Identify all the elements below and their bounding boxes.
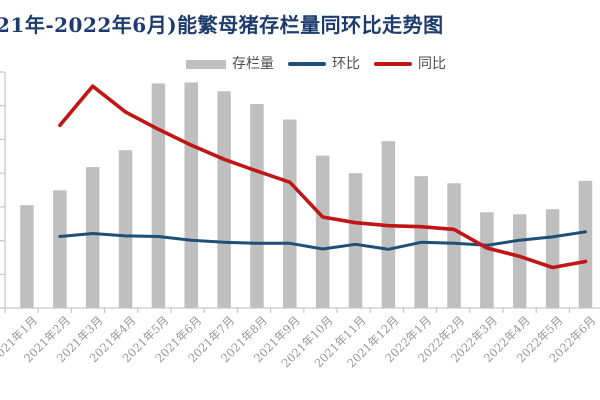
- mom-line: [58, 230, 587, 251]
- yoy-line: [58, 84, 588, 270]
- inventory-bar: [447, 183, 461, 308]
- legend-item-mom: 环比: [288, 57, 360, 71]
- inventory-bar: [315, 155, 330, 308]
- legend-label-inventory: 存栏量: [232, 56, 274, 72]
- legend-item-inventory: 存栏量: [186, 57, 274, 71]
- legend-label-mom: 环比: [332, 56, 360, 72]
- inventory-bar: [480, 212, 494, 308]
- inventory-bar: [85, 167, 100, 308]
- inventory-bar: [348, 173, 363, 308]
- legend-label-yoy: 同比: [418, 56, 446, 72]
- inventory-bar: [184, 82, 198, 308]
- legend: 存栏量 环比 同比: [186, 57, 446, 71]
- inventory-bar: [578, 180, 593, 308]
- mom-line-swatch-icon: [288, 62, 326, 66]
- inventory-bar: [151, 83, 166, 308]
- legend-item-yoy: 同比: [374, 57, 446, 71]
- inventory-bar: [513, 214, 527, 308]
- inventory-bar: [217, 91, 231, 309]
- inventory-bar: [250, 104, 264, 309]
- bar-swatch-icon: [186, 59, 226, 69]
- inventory-bar: [118, 150, 133, 308]
- yoy-line-swatch-icon: [374, 62, 412, 66]
- chart-title: 21年-2022年6月)能繁母猪存栏量同环比走势图: [0, 13, 444, 37]
- inventory-bar: [20, 205, 34, 308]
- inventory-bar: [545, 209, 560, 308]
- inventory-bar: [283, 119, 297, 308]
- inventory-bar: [53, 190, 67, 308]
